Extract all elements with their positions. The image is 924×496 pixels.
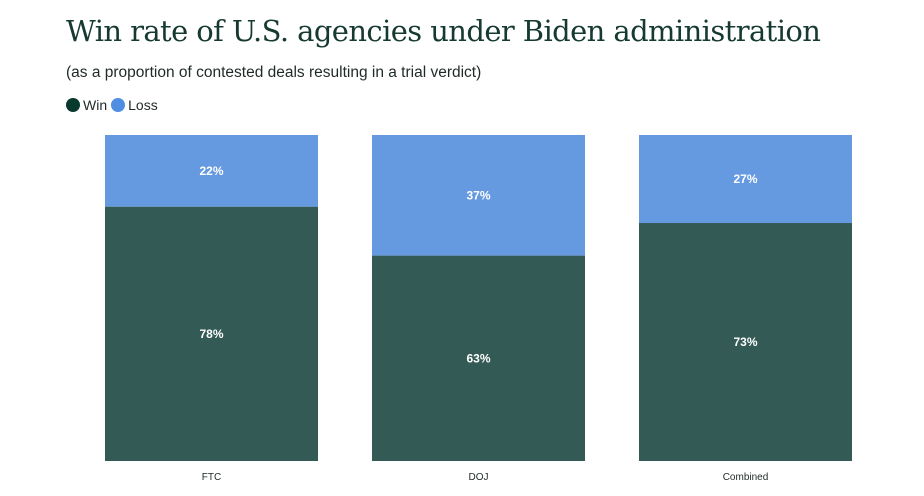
bar-loss-combined xyxy=(639,135,852,224)
chart-title: Win rate of U.S. agencies under Biden ad… xyxy=(66,14,821,48)
bar-loss-doj xyxy=(372,135,585,256)
bar-win-doj xyxy=(372,255,585,461)
legend-swatch-loss xyxy=(111,98,126,112)
data-label-loss-doj: 37% xyxy=(466,188,490,202)
legend-item-win: Win xyxy=(66,97,107,113)
x-tick-label-ftc: FTC xyxy=(202,472,221,483)
data-label-loss-combined: 27% xyxy=(733,172,757,186)
legend-label-loss: Loss xyxy=(128,97,158,113)
x-tick-label-doj: DOJ xyxy=(469,472,489,483)
bar-win-combined xyxy=(639,223,852,461)
legend: Win Loss xyxy=(66,97,162,113)
legend-label-win: Win xyxy=(83,97,108,113)
x-tick-label-combined: Combined xyxy=(723,472,769,483)
data-label-win-ftc: 78% xyxy=(199,327,223,341)
data-label-win-combined: 73% xyxy=(733,335,757,349)
legend-item-loss: Loss xyxy=(111,97,158,113)
legend-swatch-win xyxy=(66,98,80,112)
bar-win-ftc xyxy=(105,206,318,461)
data-label-loss-ftc: 22% xyxy=(199,164,223,178)
data-label-win-doj: 63% xyxy=(466,351,490,365)
bar-loss-ftc xyxy=(105,135,318,207)
chart-subtitle: (as a proportion of contested deals resu… xyxy=(66,64,482,81)
